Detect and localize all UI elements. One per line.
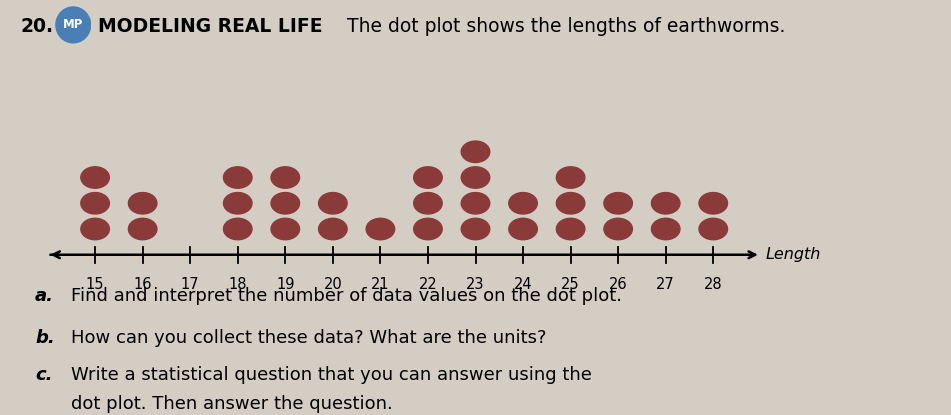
Circle shape xyxy=(271,193,300,214)
Circle shape xyxy=(223,193,252,214)
Text: The dot plot shows the lengths of earthworms.: The dot plot shows the lengths of earthw… xyxy=(347,17,786,37)
Circle shape xyxy=(556,167,585,188)
Circle shape xyxy=(556,193,585,214)
Circle shape xyxy=(223,218,252,240)
Circle shape xyxy=(651,218,680,240)
Text: dot plot. Then answer the question.: dot plot. Then answer the question. xyxy=(71,395,393,413)
Text: 24: 24 xyxy=(514,277,533,292)
Circle shape xyxy=(461,218,490,240)
Text: c.: c. xyxy=(35,366,52,384)
Text: 23: 23 xyxy=(466,277,485,292)
Text: 26: 26 xyxy=(609,277,628,292)
Circle shape xyxy=(461,167,490,188)
Circle shape xyxy=(556,218,585,240)
Circle shape xyxy=(509,218,537,240)
Text: a.: a. xyxy=(35,287,54,305)
Circle shape xyxy=(414,218,442,240)
Circle shape xyxy=(414,193,442,214)
Text: 20.: 20. xyxy=(21,17,54,37)
Circle shape xyxy=(81,193,109,214)
Circle shape xyxy=(271,167,300,188)
Circle shape xyxy=(651,193,680,214)
Circle shape xyxy=(604,218,632,240)
Circle shape xyxy=(56,7,90,43)
Circle shape xyxy=(604,193,632,214)
Text: MP: MP xyxy=(63,18,84,32)
Circle shape xyxy=(128,218,157,240)
Circle shape xyxy=(509,193,537,214)
Circle shape xyxy=(319,193,347,214)
Text: 15: 15 xyxy=(86,277,105,292)
Text: Length: Length xyxy=(766,247,821,262)
Circle shape xyxy=(271,218,300,240)
Text: 20: 20 xyxy=(323,277,342,292)
Circle shape xyxy=(128,193,157,214)
Text: 16: 16 xyxy=(133,277,152,292)
Text: 18: 18 xyxy=(228,277,247,292)
Text: MODELING REAL LIFE: MODELING REAL LIFE xyxy=(98,17,322,37)
Text: 19: 19 xyxy=(276,277,295,292)
Text: 22: 22 xyxy=(418,277,437,292)
Text: 17: 17 xyxy=(181,277,200,292)
Text: 21: 21 xyxy=(371,277,390,292)
Text: b.: b. xyxy=(35,329,55,347)
Text: Find and interpret the number of data values on the dot plot.: Find and interpret the number of data va… xyxy=(71,287,622,305)
Circle shape xyxy=(414,167,442,188)
Circle shape xyxy=(81,218,109,240)
Circle shape xyxy=(699,193,728,214)
Circle shape xyxy=(223,167,252,188)
Circle shape xyxy=(319,218,347,240)
Circle shape xyxy=(461,141,490,163)
Circle shape xyxy=(461,193,490,214)
Text: 25: 25 xyxy=(561,277,580,292)
Circle shape xyxy=(699,218,728,240)
Text: 27: 27 xyxy=(656,277,675,292)
Circle shape xyxy=(366,218,395,240)
Circle shape xyxy=(81,167,109,188)
Text: 28: 28 xyxy=(704,277,723,292)
Text: How can you collect these data? What are the units?: How can you collect these data? What are… xyxy=(71,329,547,347)
Text: Write a statistical question that you can answer using the: Write a statistical question that you ca… xyxy=(71,366,592,384)
